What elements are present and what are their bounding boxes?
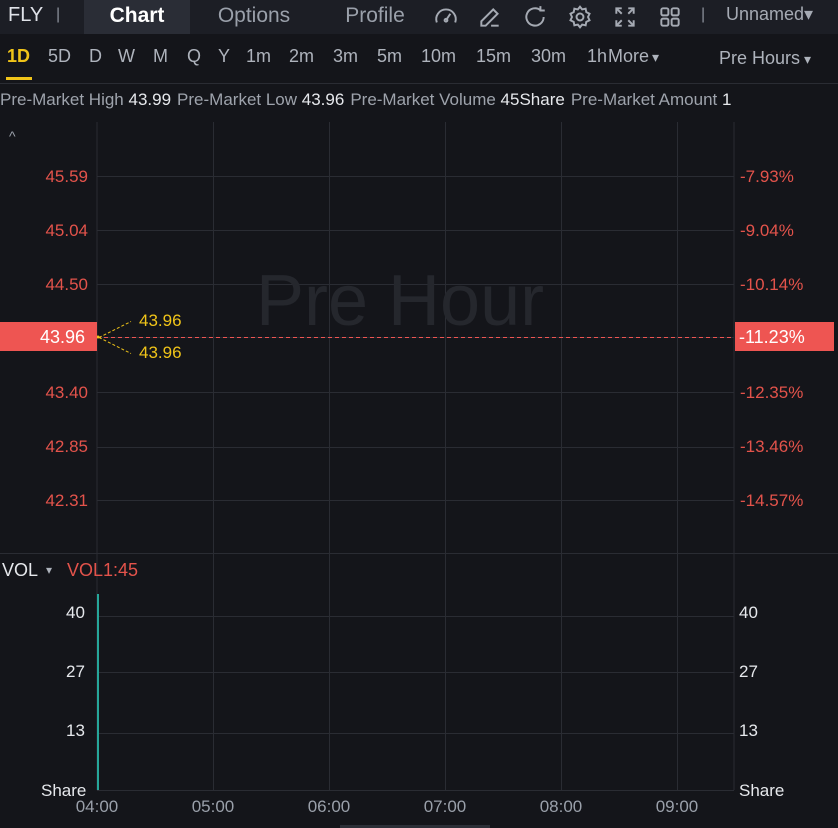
volume-axis-label: 27 xyxy=(66,662,85,681)
interval-10m[interactable]: 10m xyxy=(421,46,457,66)
tab-profile[interactable]: Profile xyxy=(345,4,405,27)
low-annotation-leader xyxy=(98,337,132,354)
time-axis-label: 08:00 xyxy=(539,797,583,816)
percent-axis-label: -10.14% xyxy=(740,275,804,294)
volume-axis-label-right: 13 xyxy=(739,721,758,740)
interval-m[interactable]: M xyxy=(153,46,168,66)
pre-market-volume-value: 45Share xyxy=(500,90,565,109)
pre-market-high-value: 43.99 xyxy=(128,90,172,109)
volume-axis-label-right: 27 xyxy=(739,662,758,681)
interval-q[interactable]: Q xyxy=(187,46,202,66)
volume-axis-label: 13 xyxy=(66,721,85,740)
horizontal-scrollbar[interactable] xyxy=(340,825,490,828)
last-price-marker xyxy=(0,322,97,351)
price-axis-label: 45.59 xyxy=(45,167,88,186)
percent-axis-label: -12.35% xyxy=(740,383,804,402)
interval-15m[interactable]: 15m xyxy=(476,46,512,66)
toolbar-separator: | xyxy=(701,6,706,23)
percent-axis-label: -9.04% xyxy=(740,221,794,240)
gear-icon[interactable] xyxy=(567,4,593,30)
interval-w[interactable]: W xyxy=(118,46,135,66)
percent-axis-label: -7.93% xyxy=(740,167,794,186)
volume-bar xyxy=(97,594,99,790)
volume-axis-label-right: 40 xyxy=(739,603,758,622)
chart-watermark: Pre Hour xyxy=(256,261,545,341)
interval-1d[interactable]: 1D xyxy=(7,46,31,66)
price-point xyxy=(96,335,100,339)
volume-unit-label: Share xyxy=(41,781,87,800)
time-axis-label: 09:00 xyxy=(655,797,699,816)
interval-d[interactable]: D xyxy=(89,46,102,66)
interval-3m[interactable]: 3m xyxy=(333,46,359,66)
session-caret-icon: ▾ xyxy=(804,51,812,67)
price-axis-label: 44.50 xyxy=(45,275,88,294)
price-axis-label: 43.40 xyxy=(45,383,88,402)
interval-5d[interactable]: 5D xyxy=(48,46,72,66)
low-annotation: 43.96 xyxy=(139,343,182,362)
session-label: Pre Hours xyxy=(719,48,801,68)
toolbar-divider xyxy=(0,83,838,84)
pre-market-low-label: Pre-Market Low xyxy=(177,90,298,109)
interval-more-label: More xyxy=(608,46,650,66)
session-selector[interactable]: Pre Hours ▾ xyxy=(719,48,811,69)
pre-market-volume-label: Pre-Market Volume xyxy=(350,90,496,109)
symbol-separator: | xyxy=(56,6,61,23)
tab-options[interactable]: Options xyxy=(217,4,291,27)
last-price-label: 43.96 xyxy=(39,327,85,347)
interval-more-button[interactable]: More ▾ xyxy=(608,46,659,72)
interval-1m[interactable]: 1m xyxy=(246,46,272,66)
time-axis-label: 04:00 xyxy=(75,797,119,816)
tab-chart[interactable]: Chart xyxy=(84,0,190,34)
percent-axis-label: -14.57% xyxy=(740,491,804,510)
pencil-icon[interactable] xyxy=(477,4,503,30)
high-annotation-leader xyxy=(98,321,132,338)
interval-5m[interactable]: 5m xyxy=(377,46,403,66)
refresh-icon[interactable] xyxy=(522,4,548,30)
percent-axis-label: -13.46% xyxy=(740,437,804,456)
high-annotation: 43.96 xyxy=(139,311,182,330)
pane-divider[interactable] xyxy=(0,553,838,554)
gauge-icon[interactable] xyxy=(433,4,459,30)
pre-market-amount-label: Pre-Market Amount xyxy=(570,90,718,109)
price-axis-label: 42.31 xyxy=(45,491,88,510)
volume-axis-label: 40 xyxy=(66,603,85,622)
last-percent-marker xyxy=(735,322,834,351)
interval-2m[interactable]: 2m xyxy=(289,46,315,66)
time-axis-label: 06:00 xyxy=(307,797,351,816)
volume-unit-label-right: Share xyxy=(739,781,785,800)
price-axis-label: 45.04 xyxy=(45,221,88,240)
last-percent-label: -11.23% xyxy=(739,327,805,347)
volume-value-label: VOL1:45 xyxy=(67,560,139,580)
fullscreen-icon[interactable] xyxy=(612,4,638,30)
collapse-chevron-icon[interactable]: ^ xyxy=(9,128,16,144)
pre-market-amount-value: 1 xyxy=(722,90,732,109)
interval-1h[interactable]: 1h xyxy=(587,46,608,66)
layout-selector[interactable]: Unnamed▾ xyxy=(726,4,813,25)
interval-30m[interactable]: 30m xyxy=(531,46,567,66)
layout-grid-icon[interactable] xyxy=(657,4,683,30)
interval-y[interactable]: Y xyxy=(218,46,231,66)
interval-selected-indicator xyxy=(6,77,32,80)
volume-indicator-label[interactable]: VOL xyxy=(2,560,39,580)
pre-market-low-value: 43.96 xyxy=(301,90,345,109)
pre-market-stats: Pre-Market High 43.99 Pre-Market Low 43.9… xyxy=(0,90,838,112)
price-axis-label: 42.85 xyxy=(45,437,88,456)
pre-market-high-label: Pre-Market High xyxy=(0,90,124,109)
time-axis-label: 05:00 xyxy=(191,797,235,816)
time-axis-label: 07:00 xyxy=(423,797,467,816)
chevron-down-icon: ▾ xyxy=(652,49,660,65)
volume-indicator-caret-icon[interactable]: ▾ xyxy=(46,563,53,577)
stock-symbol[interactable]: FLY xyxy=(8,4,44,26)
layout-caret-icon: ▾ xyxy=(804,4,814,24)
layout-name: Unnamed xyxy=(726,4,805,24)
